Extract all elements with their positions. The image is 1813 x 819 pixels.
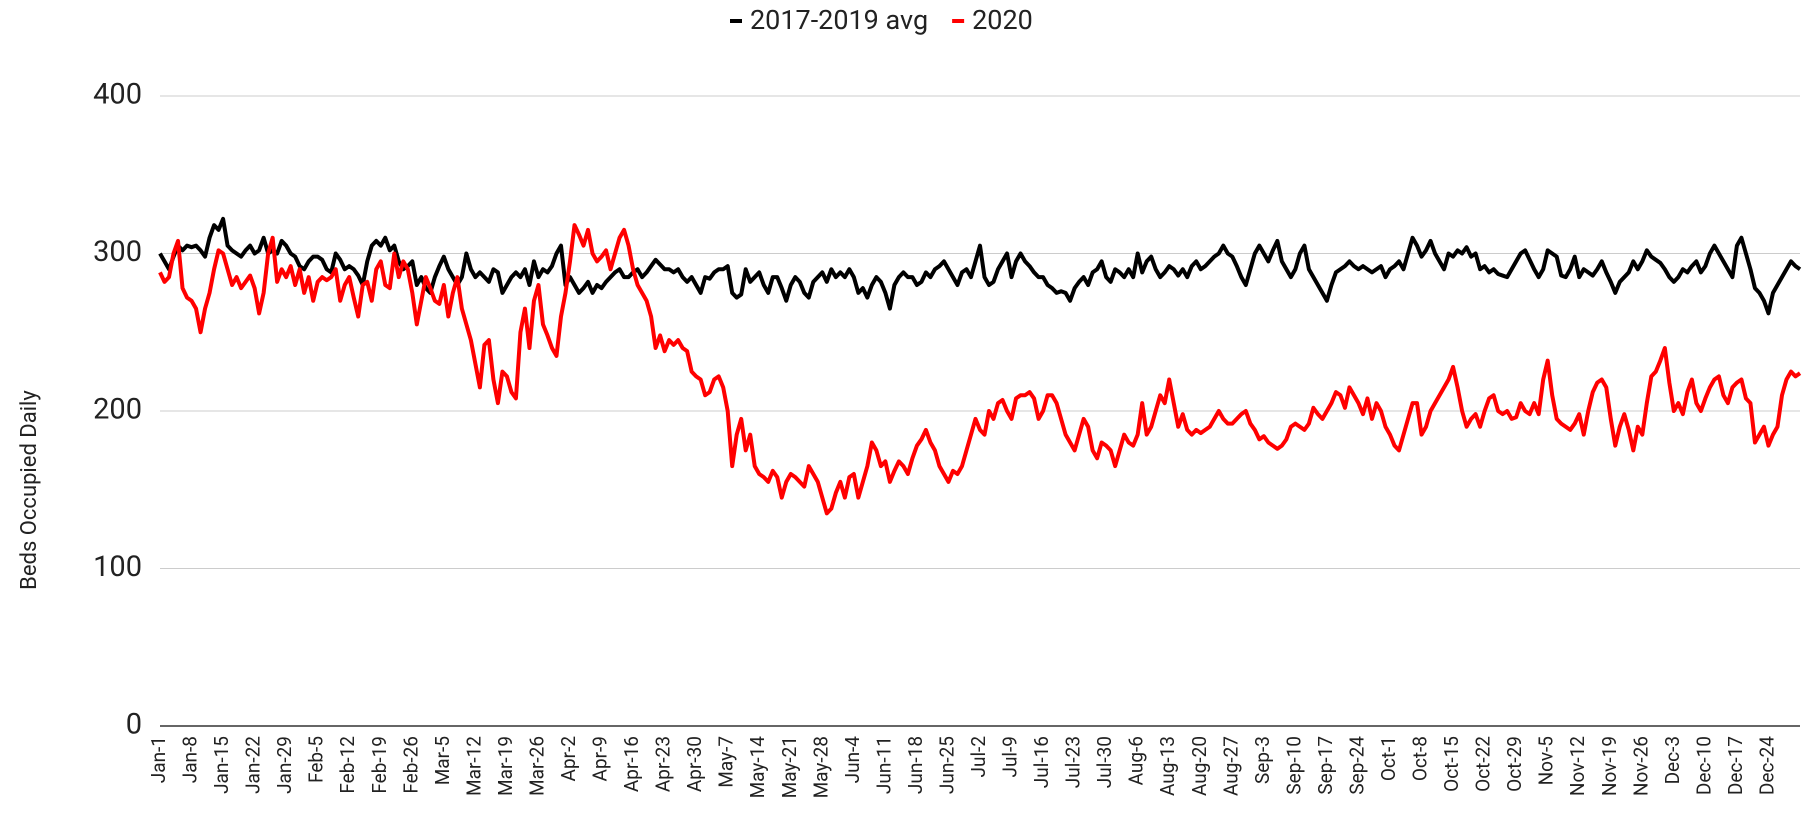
x-tick-label: Apr-2: [557, 736, 580, 781]
x-tick-label: Jun-18: [904, 736, 927, 794]
x-tick-label: May-28: [809, 736, 832, 798]
x-tick-label: Feb-12: [336, 736, 359, 794]
x-tick-label: Apr-9: [589, 736, 612, 781]
x-tick-label: Oct-29: [1503, 736, 1526, 792]
y-tick-label: 0: [126, 708, 142, 742]
x-tick-label: Nov-12: [1566, 736, 1589, 796]
y-tick-label: 300: [93, 235, 142, 269]
x-tick-label: Apr-30: [683, 736, 706, 792]
x-tick-label: Jul-30: [1093, 736, 1116, 788]
series-line: [158, 223, 1802, 516]
x-tick-label: Oct-1: [1377, 736, 1400, 781]
x-tick-label: Feb-19: [368, 736, 391, 794]
x-tick-label: Mar-26: [525, 736, 548, 796]
x-tick-label: Sep-17: [1314, 736, 1337, 795]
x-tick-label: Feb-5: [305, 736, 328, 783]
legend-swatch: [952, 19, 965, 23]
x-tick-label: Mar-12: [462, 736, 485, 796]
x-tick-label: Oct-22: [1472, 736, 1495, 792]
x-tick-label: Jul-16: [1030, 736, 1053, 788]
x-tick-label: Jul-23: [1062, 736, 1085, 788]
x-tick-label: Apr-23: [652, 736, 675, 792]
x-tick-label: Mar-5: [431, 736, 454, 785]
x-tick-label: Sep-10: [1282, 736, 1305, 795]
legend-swatch: [730, 19, 742, 23]
x-tick-label: Jan-1: [147, 736, 170, 783]
y-tick-label: 100: [93, 550, 142, 584]
x-tick-label: Aug-6: [1125, 736, 1148, 785]
x-tick-label: Dec-10: [1692, 736, 1715, 795]
legend-label: 2020: [972, 4, 1033, 36]
x-tick-label: Sep-24: [1345, 736, 1368, 795]
x-tick-label: Jul-9: [999, 736, 1022, 778]
x-tick-label: May-14: [746, 736, 769, 799]
x-tick-label: Feb-26: [399, 736, 422, 794]
x-tick-label: Jun-11: [872, 736, 895, 794]
x-tick-label: Mar-19: [494, 736, 517, 796]
legend-label: 2017-2019 avg: [750, 4, 928, 36]
x-tick-label: Aug-20: [1188, 736, 1211, 796]
legend: 2017-2019 avg 2020: [730, 4, 1033, 36]
x-tick-label: Jul-2: [967, 736, 990, 778]
x-tick-label: Jun-4: [841, 736, 864, 784]
x-tick-label: Oct-8: [1409, 736, 1432, 781]
y-tick-label: 400: [93, 78, 142, 112]
x-tick-label: Nov-19: [1598, 736, 1621, 796]
x-tick-label: Nov-26: [1629, 736, 1652, 796]
x-tick-label: Dec-24: [1755, 736, 1778, 795]
x-tick-label: Nov-5: [1535, 736, 1558, 785]
x-tick-label: Jan-29: [273, 736, 296, 794]
y-tick-label: 200: [93, 393, 142, 427]
x-tick-label: May-7: [715, 736, 738, 788]
x-tick-label: Jan-8: [179, 736, 202, 783]
series-line: [158, 216, 1802, 316]
x-tick-label: Aug-27: [1219, 736, 1242, 796]
x-tick-label: Aug-13: [1156, 736, 1179, 796]
x-tick-label: May-21: [778, 736, 801, 798]
x-tick-label: Dec-3: [1661, 736, 1684, 784]
x-tick-label: Jan-15: [210, 736, 233, 794]
x-tick-label: Oct-15: [1440, 736, 1463, 792]
y-axis-title: Beds Occupied Daily: [17, 390, 42, 590]
x-tick-label: Sep-3: [1251, 736, 1274, 784]
x-tick-label: Jun-25: [935, 736, 958, 794]
x-tick-label: Jan-22: [242, 736, 265, 794]
x-tick-label: Dec-17: [1724, 736, 1747, 795]
x-tick-label: Apr-16: [620, 736, 643, 792]
